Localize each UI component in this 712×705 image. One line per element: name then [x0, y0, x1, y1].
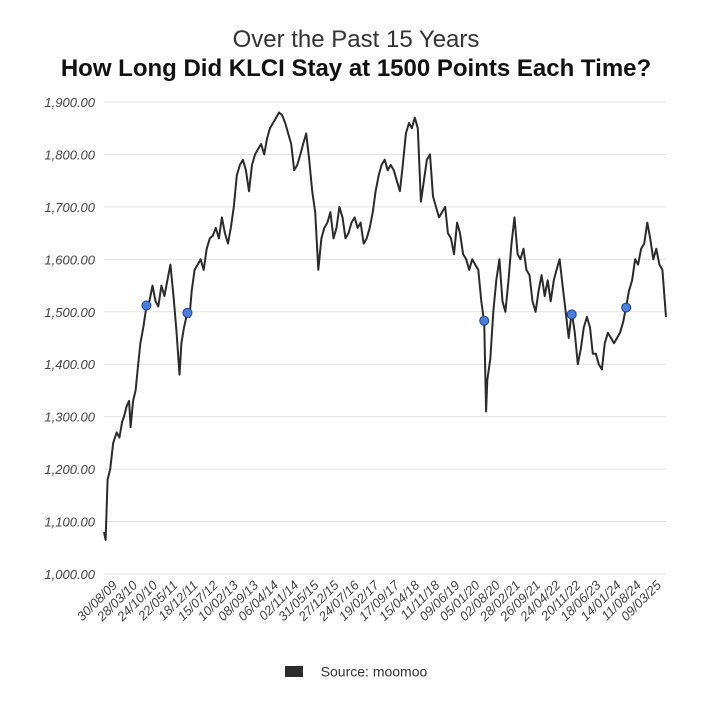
marker-point — [621, 302, 632, 313]
y-tick-label: 1,200.00 — [44, 462, 95, 477]
legend: Source: moomoo — [0, 662, 712, 679]
series-line-klci — [103, 111, 667, 541]
grid-lines — [104, 101, 666, 575]
y-tick-label: 1,700.00 — [44, 200, 95, 215]
y-axis-ticks: 1,900.00 1,800.00 1,700.00 1,600.00 1,500.00… — [44, 95, 95, 582]
y-tick-label: 1,000.00 — [44, 567, 95, 582]
y-tick-label: 1,800.00 — [44, 147, 95, 162]
legend-label: Source: moomoo — [320, 663, 428, 680]
chart-title: How Long Did KLCI Stay at 1500 Points Ea… — [60, 55, 652, 82]
chart-subtitle: Over the Past 15 Years — [232, 26, 480, 53]
marker-point — [479, 315, 490, 326]
marker-point — [141, 300, 152, 311]
x-axis-ticks: 30/08/0928/03/1024/10/1022/05/1118/12/11… — [74, 577, 665, 625]
marker-point — [566, 309, 577, 320]
y-tick-label: 1,100.00 — [44, 515, 95, 530]
y-tick-label: 1,600.00 — [44, 252, 95, 267]
y-tick-label: 1,300.00 — [44, 410, 95, 425]
marker-point — [182, 307, 193, 318]
y-tick-label: 1,900.00 — [44, 95, 95, 110]
y-tick-label: 1,500.00 — [44, 305, 95, 320]
markers — [141, 300, 632, 326]
legend-swatch — [284, 665, 303, 677]
y-tick-label: 1,400.00 — [44, 357, 95, 372]
